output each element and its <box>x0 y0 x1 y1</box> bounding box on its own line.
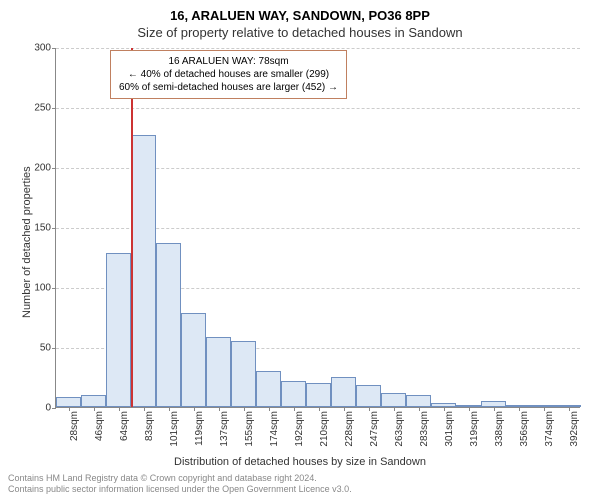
x-tick-label: 319sqm <box>469 411 480 447</box>
x-tick-label: 119sqm <box>194 411 205 446</box>
gridline <box>56 48 580 49</box>
x-tick-label: 228sqm <box>344 411 355 447</box>
y-axis-label: Number of detached properties <box>21 166 33 318</box>
footer-line1: Contains HM Land Registry data © Crown c… <box>8 473 352 485</box>
histogram-bar <box>406 395 431 407</box>
histogram-bar <box>206 337 231 407</box>
x-tick-label: 247sqm <box>369 411 380 447</box>
histogram-bar <box>306 383 331 407</box>
y-tick-mark <box>52 288 56 289</box>
histogram-bar <box>56 397 81 407</box>
x-tick-mark <box>169 407 170 411</box>
histogram-bar <box>331 377 356 407</box>
y-tick-mark <box>52 48 56 49</box>
x-tick-mark <box>119 407 120 411</box>
histogram-bar <box>81 395 106 407</box>
histogram-bar <box>381 393 406 407</box>
x-tick-mark <box>194 407 195 411</box>
x-tick-label: 28sqm <box>69 411 80 441</box>
x-tick-label: 155sqm <box>244 411 255 447</box>
chart-title-line2: Size of property relative to detached ho… <box>0 23 600 40</box>
histogram-bar <box>181 313 206 407</box>
x-tick-label: 137sqm <box>219 411 230 447</box>
x-tick-mark <box>69 407 70 411</box>
y-tick-label: 100 <box>34 283 51 294</box>
x-tick-label: 356sqm <box>519 411 530 447</box>
x-tick-label: 174sqm <box>269 411 280 447</box>
x-axis-label: Distribution of detached houses by size … <box>0 456 600 468</box>
histogram-bar <box>231 341 256 407</box>
chart-title-line1: 16, ARALUEN WAY, SANDOWN, PO36 8PP <box>0 0 600 23</box>
y-tick-label: 250 <box>34 103 51 114</box>
y-tick-mark <box>52 108 56 109</box>
x-tick-mark <box>144 407 145 411</box>
annotation-box: 16 ARALUEN WAY: 78sqm ← 40% of detached … <box>110 50 347 99</box>
histogram-bar <box>131 135 156 407</box>
x-tick-label: 64sqm <box>119 411 130 441</box>
y-tick-mark <box>52 168 56 169</box>
footer: Contains HM Land Registry data © Crown c… <box>8 473 352 496</box>
x-tick-label: 46sqm <box>94 411 105 441</box>
x-tick-label: 283sqm <box>419 411 430 447</box>
x-tick-mark <box>469 407 470 411</box>
histogram-bar <box>256 371 281 407</box>
marker-line <box>131 48 133 407</box>
x-tick-label: 101sqm <box>169 411 180 447</box>
x-tick-label: 392sqm <box>569 411 580 447</box>
x-tick-label: 301sqm <box>444 411 455 447</box>
x-tick-mark <box>369 407 370 411</box>
x-tick-label: 210sqm <box>319 411 330 447</box>
x-tick-mark <box>494 407 495 411</box>
x-tick-mark <box>219 407 220 411</box>
y-tick-mark <box>52 348 56 349</box>
x-tick-label: 263sqm <box>394 411 405 447</box>
x-tick-label: 192sqm <box>294 411 305 447</box>
histogram-bar <box>156 243 181 407</box>
y-tick-mark <box>52 408 56 409</box>
annotation-line2: ← 40% of detached houses are smaller (29… <box>119 68 338 81</box>
x-tick-mark <box>319 407 320 411</box>
x-tick-mark <box>294 407 295 411</box>
footer-line2: Contains public sector information licen… <box>8 484 352 496</box>
x-tick-label: 83sqm <box>144 411 155 441</box>
annotation-line1: 16 ARALUEN WAY: 78sqm <box>119 55 338 68</box>
gridline <box>56 108 580 109</box>
annotation-line3: 60% of semi-detached houses are larger (… <box>119 81 338 94</box>
x-tick-mark <box>269 407 270 411</box>
x-tick-mark <box>344 407 345 411</box>
histogram-bar <box>356 385 381 407</box>
y-tick-label: 150 <box>34 223 51 234</box>
y-tick-label: 200 <box>34 163 51 174</box>
x-tick-label: 338sqm <box>494 411 505 447</box>
x-tick-mark <box>419 407 420 411</box>
y-tick-label: 50 <box>40 343 51 354</box>
x-tick-mark <box>394 407 395 411</box>
x-tick-mark <box>544 407 545 411</box>
y-tick-label: 300 <box>34 43 51 54</box>
x-tick-mark <box>569 407 570 411</box>
chart-container: 16, ARALUEN WAY, SANDOWN, PO36 8PP Size … <box>0 0 600 500</box>
x-tick-mark <box>244 407 245 411</box>
histogram-bar <box>106 253 131 407</box>
x-tick-mark <box>94 407 95 411</box>
x-tick-mark <box>519 407 520 411</box>
y-tick-label: 0 <box>45 403 51 414</box>
x-tick-label: 374sqm <box>544 411 555 447</box>
y-tick-mark <box>52 228 56 229</box>
x-tick-mark <box>444 407 445 411</box>
plot-area: Number of detached properties 0501001502… <box>55 48 580 408</box>
histogram-bar <box>281 381 306 407</box>
